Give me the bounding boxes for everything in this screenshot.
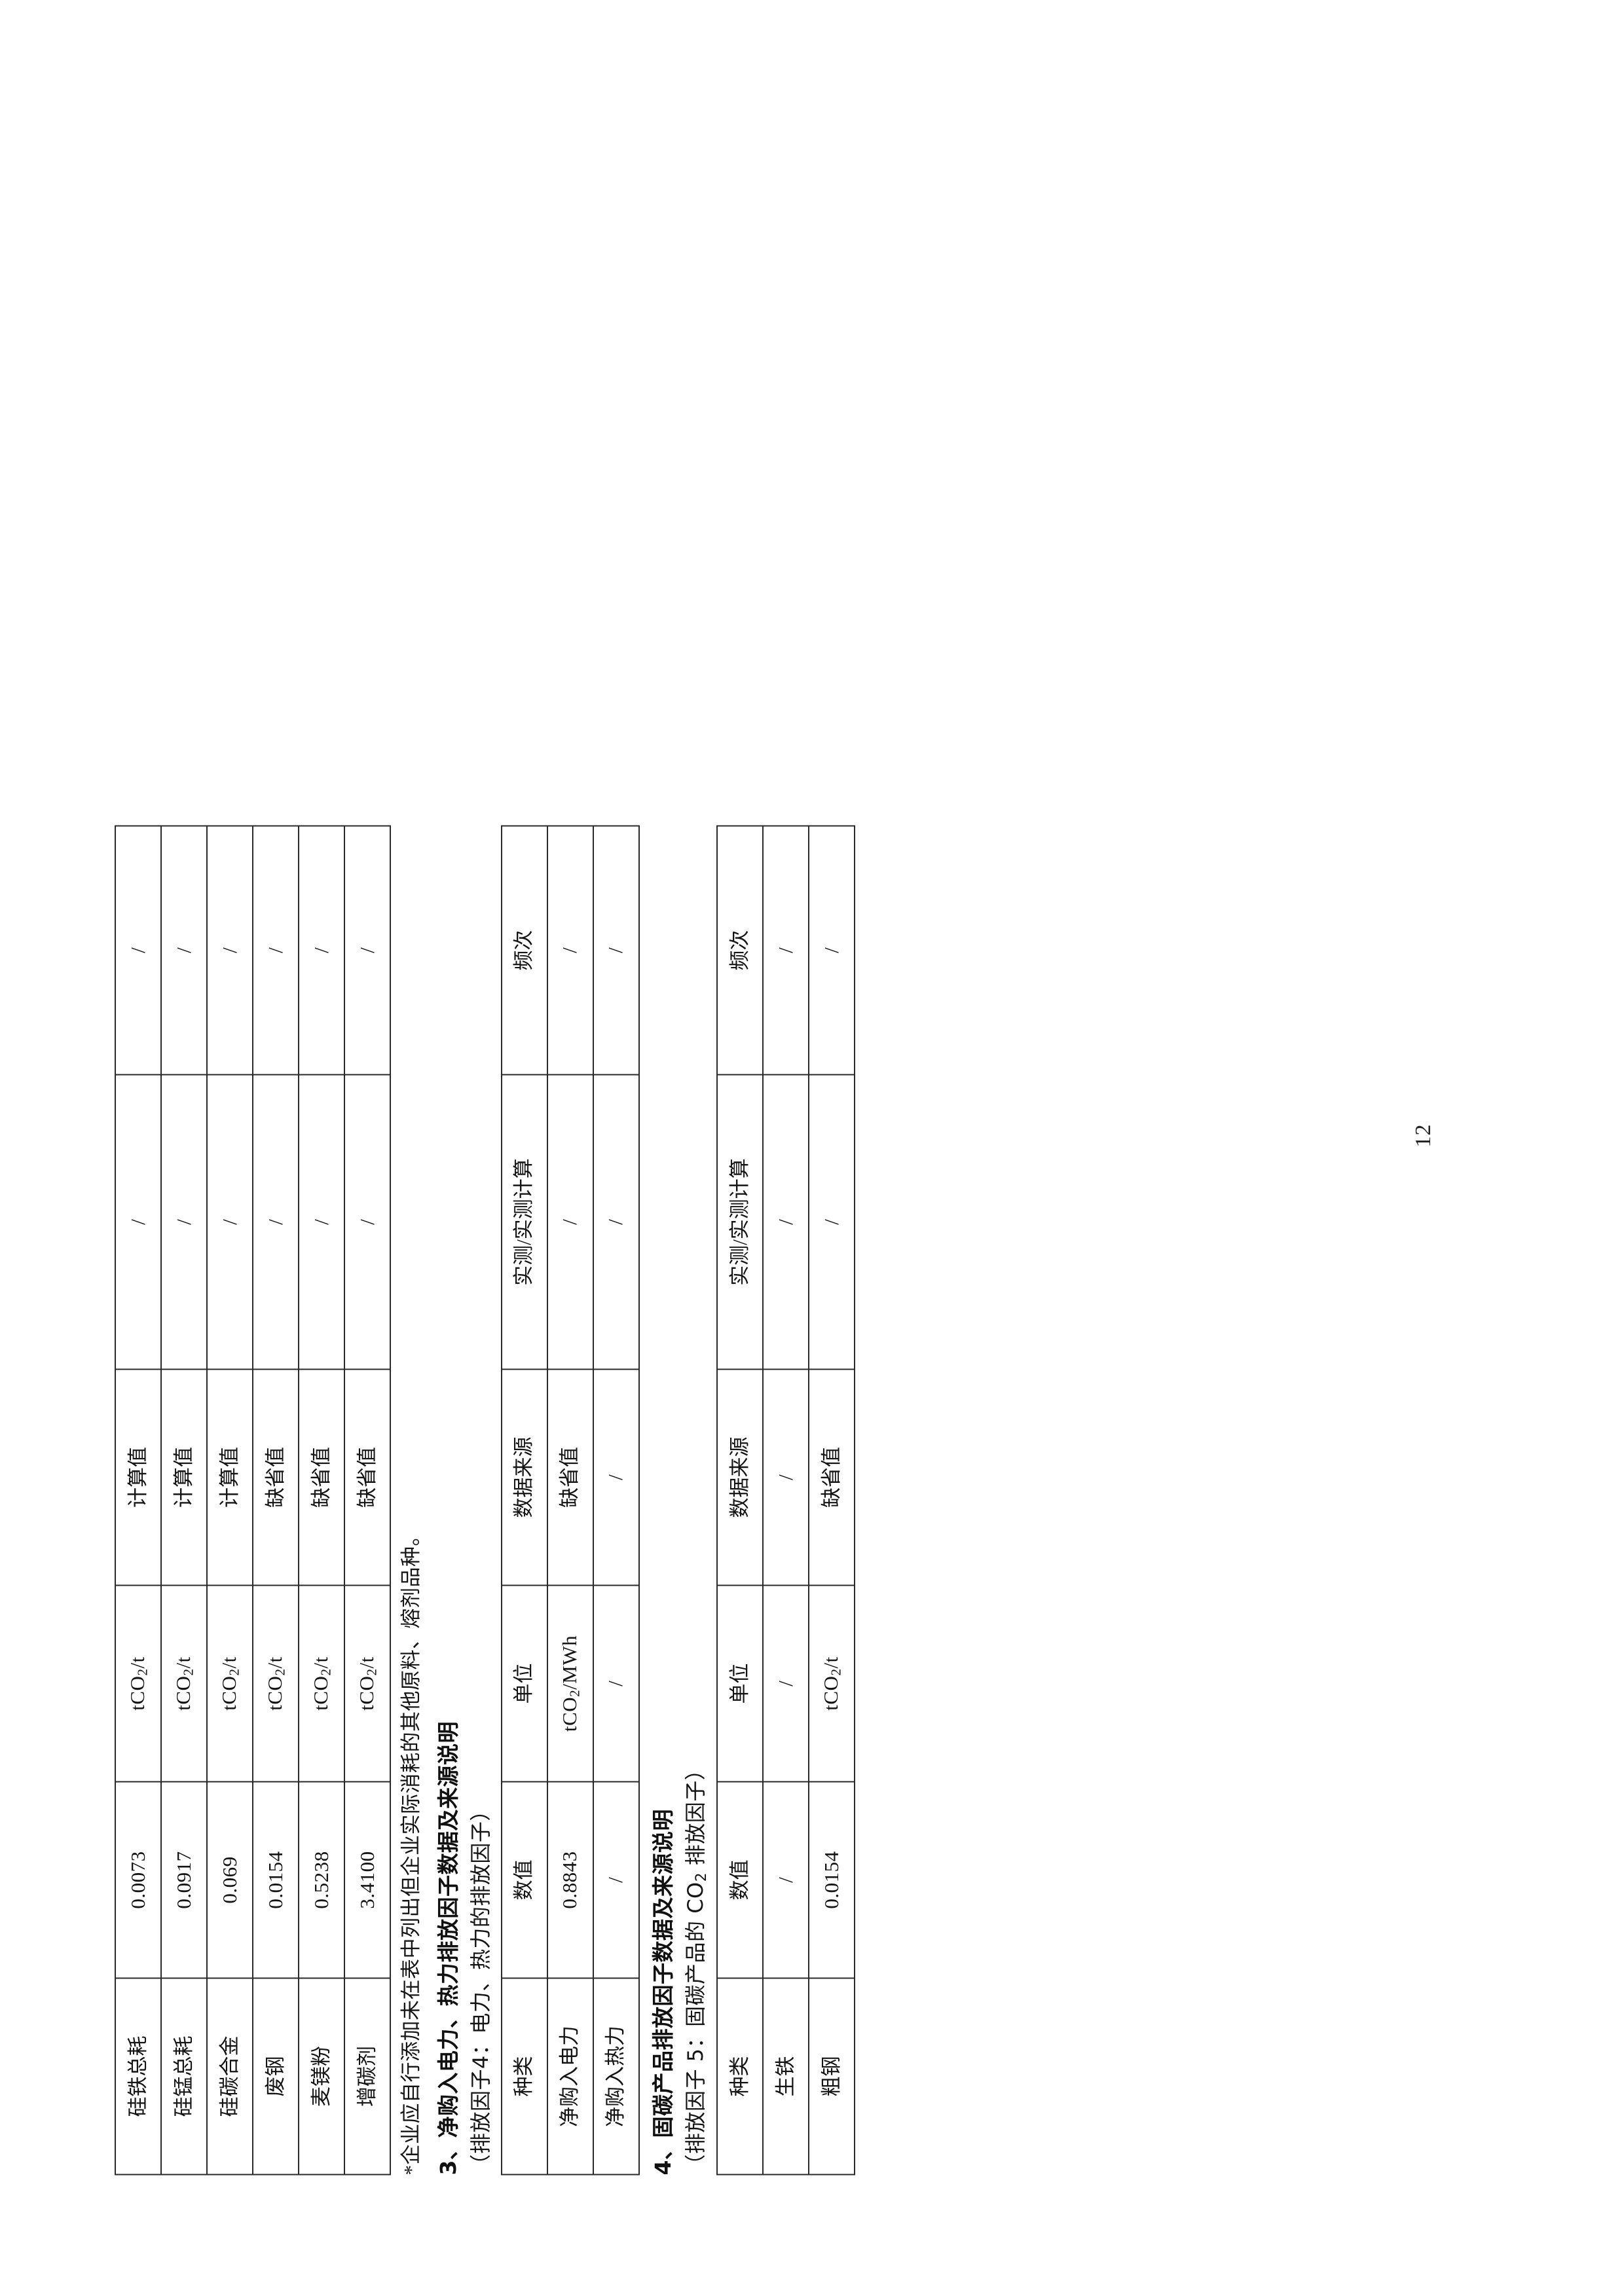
row-source: /: [763, 1369, 809, 1585]
row-name: 增碳剂: [344, 1978, 390, 2174]
row-name: 净购入热力: [593, 1978, 639, 2174]
row-frequency: /: [763, 826, 809, 1074]
table-row: 硅碳合金 0.069 tCO2/t 计算值 / /: [207, 826, 253, 2174]
raw-material-emission-factor-table-wrapper: 硅铁总耗 0.0073 tCO2/t 计算值 / / 硅锰总耗 0.0917 t…: [115, 826, 391, 2175]
row-source: 计算值: [115, 1369, 161, 1585]
row-unit: tCO2/t: [115, 1585, 161, 1781]
row-value: 0.0917: [161, 1781, 207, 1978]
row-unit: /: [593, 1585, 639, 1781]
column-header-frequency: 频次: [717, 826, 764, 1074]
row-value: 0.0154: [809, 1781, 855, 1978]
column-header-type: 种类: [501, 1978, 547, 2174]
row-source: /: [593, 1369, 639, 1585]
row-frequency: /: [344, 826, 390, 1074]
row-frequency: /: [547, 826, 593, 1074]
row-source: 缺省值: [344, 1369, 390, 1585]
carbon-fixing-product-emission-factor-table: 种类 数值 单位 数据来源 实测/实测计算 频次 生铁 / / / /: [716, 825, 855, 2175]
row-method: /: [763, 1074, 809, 1369]
table-row: 增碳剂 3.4100 tCO2/t 缺省值 / /: [344, 826, 390, 2174]
row-unit: tCO2/t: [809, 1585, 855, 1781]
column-header-method: 实测/实测计算: [717, 1074, 764, 1369]
row-frequency: /: [161, 826, 207, 1074]
row-name: 硅碳合金: [207, 1978, 253, 2174]
raw-material-emission-factor-table: 硅铁总耗 0.0073 tCO2/t 计算值 / / 硅锰总耗 0.0917 t…: [115, 825, 391, 2175]
document-body: 硅铁总耗 0.0073 tCO2/t 计算值 / / 硅锰总耗 0.0917 t…: [115, 224, 855, 2176]
row-value: 0.0154: [253, 1781, 299, 1978]
row-unit: tCO2/t: [299, 1585, 344, 1781]
row-frequency: /: [207, 826, 253, 1074]
column-header-value: 数值: [717, 1781, 764, 1978]
column-header-method: 实测/实测计算: [501, 1074, 547, 1369]
column-header-unit: 单位: [501, 1585, 547, 1781]
row-method: /: [809, 1074, 855, 1369]
section-4-subheading: （排放因子 5：固碳产品的 CO2 排放因子）: [683, 1758, 710, 2175]
row-name: 废钢: [253, 1978, 299, 2174]
row-value: 3.4100: [344, 1781, 390, 1978]
row-name: 净购入电力: [547, 1978, 593, 2174]
column-header-source: 数据来源: [501, 1369, 547, 1585]
carbon-fixing-product-emission-factor-table-wrapper: 种类 数值 单位 数据来源 实测/实测计算 频次 生铁 / / / /: [716, 826, 855, 2175]
row-value: 0.8843: [547, 1781, 593, 1978]
row-unit: tCO2/MWh: [547, 1585, 593, 1781]
row-source: 计算值: [207, 1369, 253, 1585]
power-heat-emission-factor-table: 种类 数值 单位 数据来源 实测/实测计算 频次 净购入电力 0.8843 tC…: [501, 825, 640, 2175]
section-3-heading: 3、净购入电力、热力排放因子数据及来源说明: [435, 1721, 461, 2175]
row-frequency: /: [299, 826, 344, 1074]
table-row: 硅锰总耗 0.0917 tCO2/t 计算值 / /: [161, 826, 207, 2174]
row-source: 计算值: [161, 1369, 207, 1585]
row-method: /: [299, 1074, 344, 1369]
row-unit: tCO2/t: [344, 1585, 390, 1781]
row-frequency: /: [115, 826, 161, 1074]
section-4-heading: 4、固碳产品排放因子数据及来源说明: [650, 1808, 676, 2175]
row-unit: tCO2/t: [161, 1585, 207, 1781]
row-method: /: [344, 1074, 390, 1369]
table-row: 粗钢 0.0154 tCO2/t 缺省值 / /: [809, 826, 855, 2174]
row-unit: tCO2/t: [207, 1585, 253, 1781]
row-value: 0.5238: [299, 1781, 344, 1978]
table-row: 废钢 0.0154 tCO2/t 缺省值 / /: [253, 826, 299, 2174]
row-frequency: /: [253, 826, 299, 1074]
column-header-frequency: 频次: [501, 826, 547, 1074]
row-value: /: [593, 1781, 639, 1978]
row-name: 硅锰总耗: [161, 1978, 207, 2174]
row-name: 麦镁粉: [299, 1978, 344, 2174]
row-method: /: [593, 1074, 639, 1369]
power-heat-emission-factor-table-wrapper: 种类 数值 单位 数据来源 实测/实测计算 频次 净购入电力 0.8843 tC…: [501, 826, 640, 2175]
row-frequency: /: [593, 826, 639, 1074]
row-unit: /: [763, 1585, 809, 1781]
column-header-source: 数据来源: [717, 1369, 764, 1585]
page-number: 12: [1411, 1123, 1435, 1147]
row-method: /: [115, 1074, 161, 1369]
table-row: 硅铁总耗 0.0073 tCO2/t 计算值 / /: [115, 826, 161, 2174]
row-source: 缺省值: [809, 1369, 855, 1585]
row-name: 硅铁总耗: [115, 1978, 161, 2174]
row-source: 缺省值: [547, 1369, 593, 1585]
row-name: 粗钢: [809, 1978, 855, 2174]
table-row: 净购入热力 / / / / /: [593, 826, 639, 2174]
table-row: 麦镁粉 0.5238 tCO2/t 缺省值 / /: [299, 826, 344, 2174]
table-row: 净购入电力 0.8843 tCO2/MWh 缺省值 / /: [547, 826, 593, 2174]
row-method: /: [547, 1074, 593, 1369]
row-value: 0.0073: [115, 1781, 161, 1978]
column-header-type: 种类: [717, 1978, 764, 2174]
table-header-row: 种类 数值 单位 数据来源 实测/实测计算 频次: [501, 826, 547, 2174]
row-source: 缺省值: [299, 1369, 344, 1585]
row-name: 生铁: [763, 1978, 809, 2174]
row-method: /: [207, 1074, 253, 1369]
section-3-subheading: （排放因子4：电力、热力的排放因子）: [468, 1799, 494, 2175]
row-value: 0.069: [207, 1781, 253, 1978]
row-method: /: [253, 1074, 299, 1369]
column-header-unit: 单位: [717, 1585, 764, 1781]
row-unit: tCO2/t: [253, 1585, 299, 1781]
row-frequency: /: [809, 826, 855, 1074]
table-header-row: 种类 数值 单位 数据来源 实测/实测计算 频次: [717, 826, 764, 2174]
table-row: 生铁 / / / / /: [763, 826, 809, 2174]
column-header-value: 数值: [501, 1781, 547, 1978]
footnote: *企业应自行添加未在表中列出但企业实际消耗的其他原料、熔剂品种。: [399, 1525, 422, 2176]
row-method: /: [161, 1074, 207, 1369]
row-value: /: [763, 1781, 809, 1978]
row-source: 缺省值: [253, 1369, 299, 1585]
